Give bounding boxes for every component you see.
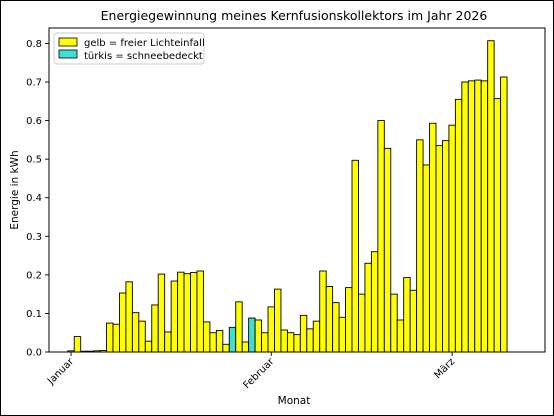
bar-free xyxy=(235,301,243,353)
y-axis-label: Energie in kWh xyxy=(9,150,21,229)
bar-free xyxy=(280,329,288,353)
legend-label-snow: türkis = schneebedeckt xyxy=(84,51,203,62)
bar-free xyxy=(383,147,392,353)
bar-free xyxy=(480,80,489,353)
legend-label-free: gelb = freier Lichteinfall xyxy=(84,38,205,49)
bar-free xyxy=(403,277,411,353)
bar-free xyxy=(112,323,120,353)
bar-free xyxy=(390,293,398,353)
y-tick-label: 0.5 xyxy=(26,155,42,166)
bar-free xyxy=(202,321,211,353)
bar-free xyxy=(338,316,346,353)
y-tick-label: 0.2 xyxy=(26,270,42,281)
bar-free xyxy=(267,306,275,353)
bar-free xyxy=(409,289,418,353)
bar-free xyxy=(177,271,185,353)
y-tick-label: 0.0 xyxy=(26,348,42,359)
bar-free xyxy=(364,262,372,353)
bar-free xyxy=(422,164,430,353)
bar-snow xyxy=(228,326,237,353)
bar-free xyxy=(416,139,424,353)
bar-free xyxy=(254,319,263,353)
bar-free xyxy=(493,98,502,353)
bar-free xyxy=(209,332,217,353)
bar-free xyxy=(73,336,82,353)
bar-free xyxy=(164,331,172,353)
bar-free xyxy=(351,159,359,353)
legend-box xyxy=(53,32,205,65)
x-tick-label: März xyxy=(432,356,457,381)
bar-free xyxy=(138,320,146,353)
bar-free xyxy=(222,343,230,353)
bar-free xyxy=(170,280,179,353)
bar-snow xyxy=(248,317,256,353)
x-tick-label: Februar xyxy=(241,356,277,392)
bar-free xyxy=(325,285,334,353)
y-tick-label: 0.1 xyxy=(26,309,42,320)
x-tick-label: Januar xyxy=(45,356,77,388)
x-axis: Januar Februar März xyxy=(45,352,457,391)
legend-swatch-free xyxy=(58,37,78,47)
y-tick-label: 0.4 xyxy=(26,193,42,204)
bar-free xyxy=(299,314,308,353)
bar-free xyxy=(377,120,385,353)
bar-free xyxy=(131,312,140,353)
bar-free xyxy=(293,334,301,353)
bar-free xyxy=(286,332,295,353)
bar-free xyxy=(274,288,282,353)
bar-free xyxy=(500,76,508,353)
y-tick-label: 0.3 xyxy=(26,232,42,243)
bar-free xyxy=(106,322,114,353)
bar-free xyxy=(396,319,405,353)
y-tick-label: 0.8 xyxy=(26,39,42,50)
bar-free xyxy=(332,302,340,353)
legend-swatch-snow xyxy=(58,49,78,59)
bar-free xyxy=(429,122,437,353)
bar-free xyxy=(474,79,482,353)
bars-group xyxy=(67,40,508,353)
legend: gelb = freier Lichteinfall türkis = schn… xyxy=(53,32,205,65)
bar-free xyxy=(442,140,450,353)
bar-free xyxy=(261,332,269,353)
plot-area xyxy=(48,27,546,353)
bar-free xyxy=(487,40,495,353)
bar-free xyxy=(157,273,166,353)
bar-free xyxy=(454,98,463,353)
bar-free xyxy=(196,270,204,353)
bar-free xyxy=(435,145,443,353)
bar-free xyxy=(183,273,191,353)
y-axis: 0.0 0.1 0.2 0.3 0.4 0.5 0.6 0.7 0.8 xyxy=(26,39,49,359)
chart-title: Energiegewinnung meines Kernfusionskolle… xyxy=(101,8,488,23)
bar-free xyxy=(467,80,476,353)
bar-free xyxy=(144,340,153,353)
bar-free xyxy=(151,304,159,353)
bar-free xyxy=(241,341,250,353)
bar-free xyxy=(345,287,353,353)
bar-free xyxy=(118,292,127,353)
bar-free xyxy=(319,270,327,353)
bar-free xyxy=(461,81,469,353)
bar-free xyxy=(312,320,321,353)
bar-free xyxy=(125,281,133,353)
bar-free xyxy=(358,293,366,353)
bar-free xyxy=(190,272,198,353)
bar-free xyxy=(448,124,456,353)
x-axis-label: Monat xyxy=(278,395,311,407)
y-tick-label: 0.7 xyxy=(26,78,42,89)
bar-free xyxy=(215,329,224,353)
y-tick-label: 0.6 xyxy=(26,116,42,127)
bar-free xyxy=(306,328,314,353)
bar-free xyxy=(370,251,379,353)
